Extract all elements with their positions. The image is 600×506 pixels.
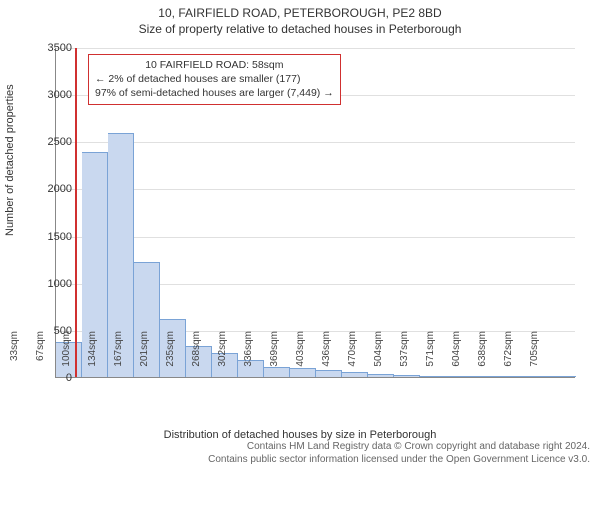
y-tick-label: 2000 [32, 183, 72, 195]
plot-area: 10 FAIRFIELD ROAD: 58sqm ← 2% of detache… [55, 48, 575, 378]
histogram-chart: Number of detached properties 10 FAIRFIE… [0, 36, 600, 436]
x-tick-label: 638sqm [477, 331, 488, 381]
x-axis-label: Distribution of detached houses by size … [0, 429, 600, 441]
y-tick-label: 1500 [32, 231, 72, 243]
annotation-line-1: 10 FAIRFIELD ROAD: 58sqm [95, 58, 334, 72]
x-tick-label: 705sqm [529, 331, 540, 381]
x-tick-label: 336sqm [243, 331, 254, 381]
histogram-bar [550, 376, 576, 377]
footer-line-1: Contains HM Land Registry data © Crown c… [10, 440, 590, 453]
x-tick-label: 268sqm [191, 331, 202, 381]
x-tick-label: 436sqm [321, 331, 332, 381]
x-tick-label: 672sqm [503, 331, 514, 381]
x-tick-label: 470sqm [347, 331, 358, 381]
page-title: 10, FAIRFIELD ROAD, PETERBOROUGH, PE2 8B… [0, 6, 600, 20]
x-tick-label: 235sqm [165, 331, 176, 381]
x-tick-label: 403sqm [295, 331, 306, 381]
x-tick-label: 167sqm [113, 331, 124, 381]
footer-line-2: Contains public sector information licen… [10, 453, 590, 466]
x-tick-label: 302sqm [217, 331, 228, 381]
gridline [56, 48, 575, 49]
x-tick-label: 201sqm [139, 331, 150, 381]
x-tick-label: 100sqm [61, 331, 72, 381]
x-tick-label: 33sqm [9, 331, 20, 381]
annotation-line-3: 97% of semi-detached houses are larger (… [95, 86, 334, 100]
x-tick-label: 369sqm [269, 331, 280, 381]
y-axis-label: Number of detached properties [4, 84, 16, 236]
x-tick-label: 537sqm [399, 331, 410, 381]
x-tick-label: 134sqm [87, 331, 98, 381]
x-tick-label: 604sqm [451, 331, 462, 381]
x-tick-label: 571sqm [425, 331, 436, 381]
property-marker-line [75, 48, 77, 377]
x-tick-label: 504sqm [373, 331, 384, 381]
page-subtitle: Size of property relative to detached ho… [0, 22, 600, 36]
x-tick-label: 67sqm [35, 331, 46, 381]
y-tick-label: 3000 [32, 89, 72, 101]
y-tick-label: 3500 [32, 42, 72, 54]
y-tick-label: 1000 [32, 278, 72, 290]
property-annotation-box: 10 FAIRFIELD ROAD: 58sqm ← 2% of detache… [88, 54, 341, 105]
y-tick-label: 2500 [32, 136, 72, 148]
annotation-line-2: ← 2% of detached houses are smaller (177… [95, 72, 334, 86]
